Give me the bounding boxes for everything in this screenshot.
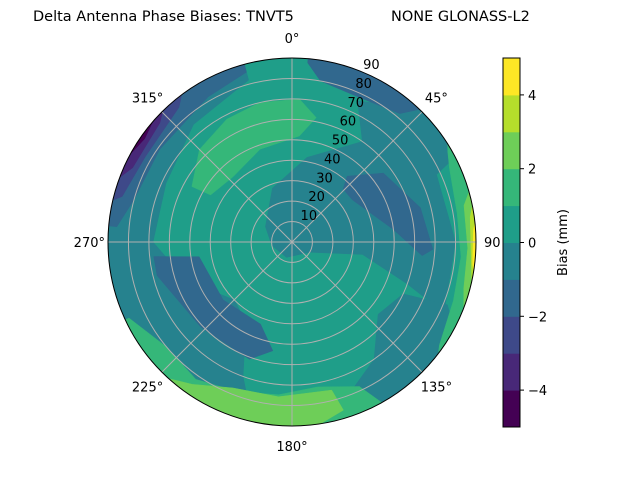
- chart-subtitle: NONE GLONASS-L2: [391, 9, 530, 25]
- colorbar-tick-label: −4: [528, 384, 547, 399]
- radial-tick-label: 40: [324, 152, 341, 167]
- radial-tick-label: 50: [332, 134, 349, 149]
- azimuth-tick-label: 180°: [276, 440, 307, 455]
- colorbar-tick-label: 4: [528, 89, 536, 104]
- polar-grid: [108, 58, 476, 426]
- colorbar-band: [503, 94, 520, 133]
- colorbar-band: [503, 168, 520, 207]
- colorbar-band: [503, 316, 520, 354]
- colorbar-label: Bias (mm): [556, 209, 571, 276]
- colorbar: −4 −2 0 2 4 Bias (mm): [501, 56, 571, 429]
- radial-tick-label: 80: [355, 77, 372, 92]
- colorbar-tick-label: 0: [528, 237, 536, 252]
- chart-title: Delta Antenna Phase Biases: TNVT5: [33, 9, 294, 25]
- radial-tick-label: 10: [301, 209, 318, 224]
- polar-tick-labels: 0°45°90°135°180°225°270°315°102030405060…: [74, 32, 507, 455]
- radial-tick-label: 30: [316, 171, 333, 186]
- colorbar-band: [503, 390, 520, 428]
- colorbar-band: [503, 279, 520, 317]
- colorbar-band: [503, 205, 520, 243]
- colorbar-band: [503, 58, 520, 96]
- contour-region: [342, 172, 434, 256]
- azimuth-tick-label: 225°: [132, 380, 163, 395]
- colorbar-tick-label: 2: [528, 163, 536, 178]
- colorbar-band: [503, 353, 520, 391]
- polar-frame: [107, 57, 477, 427]
- colorbar-band: [503, 242, 520, 280]
- colorbar-band: [503, 131, 520, 170]
- azimuth-tick-label: 0°: [285, 32, 300, 47]
- azimuth-tick-label: 45°: [425, 92, 448, 107]
- radial-tick-label: 70: [347, 96, 364, 111]
- radial-tick-label: 20: [308, 190, 325, 205]
- radial-tick-label: 60: [340, 115, 357, 130]
- azimuth-tick-label: 135°: [421, 380, 452, 395]
- azimuth-tick-label: 270°: [74, 236, 105, 251]
- colorbar-tick-label: −2: [528, 310, 547, 325]
- azimuth-tick-label: 315°: [132, 92, 163, 107]
- radial-tick-label: 90: [363, 58, 380, 73]
- azimuth-gridline: [161, 111, 423, 373]
